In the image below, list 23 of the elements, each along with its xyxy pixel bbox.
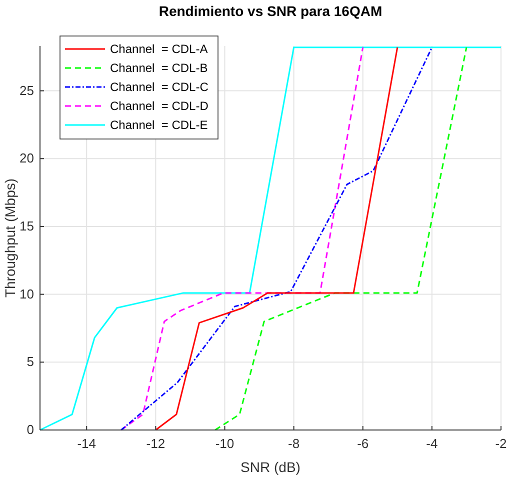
y-tick-label: 0 [26, 422, 34, 437]
legend-label: Channel = CDL-A [110, 42, 208, 56]
y-tick-label: 10 [20, 286, 34, 302]
x-tick-label: -14 [77, 436, 96, 451]
x-tick-label: -6 [357, 436, 369, 451]
x-tick-label: -10 [215, 436, 234, 451]
x-tick-label: -2 [495, 436, 507, 451]
line-series [154, 46, 398, 431]
legend-label: Channel = CDL-B [110, 61, 208, 75]
chart-title: Rendimiento vs SNR para 16QAM [158, 3, 382, 19]
y-tick-label: 20 [20, 150, 34, 166]
y-tick-label: 15 [20, 218, 34, 234]
x-tick-label: -4 [426, 436, 438, 451]
legend-label: Channel = CDL-E [110, 118, 208, 132]
x-tick-label: -12 [146, 436, 166, 451]
y-tick-label: 25 [20, 82, 34, 98]
legend-label: Channel = CDL-C [110, 80, 209, 94]
x-axis-title: SNR (dB) [240, 459, 300, 475]
legend-label: Channel = CDL-D [110, 99, 209, 113]
line-series [214, 46, 468, 431]
y-tick-label: 5 [26, 354, 34, 370]
y-axis-title: Throughput (Mbps) [2, 178, 18, 298]
x-tick-label: -8 [288, 436, 300, 451]
